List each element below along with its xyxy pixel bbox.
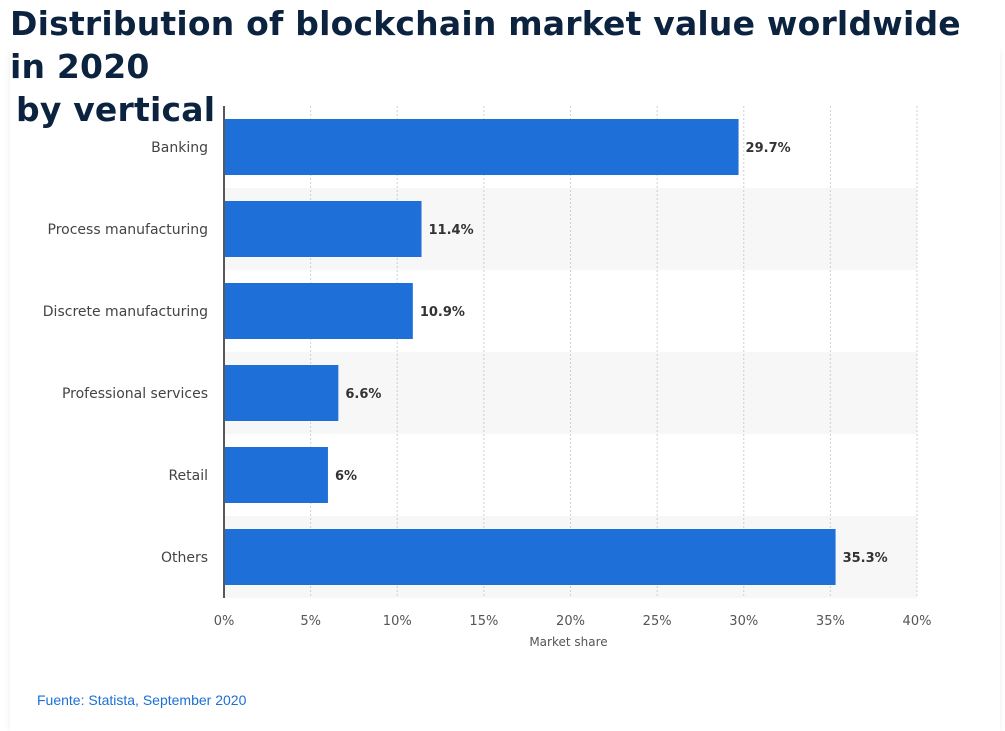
chart-title: Distribution of blockchain market value … <box>10 2 1000 131</box>
bar-banking <box>225 119 739 175</box>
bar-others <box>225 529 836 585</box>
data-label: 10.9% <box>420 305 465 320</box>
x-axis-title: Market share <box>529 635 607 649</box>
source-note[interactable]: Fuente: Statista, September 2020 <box>37 692 247 708</box>
category-label: Professional services <box>62 386 208 402</box>
bar-discrete-manufacturing <box>225 283 413 339</box>
category-label: Discrete manufacturing <box>43 304 208 320</box>
x-tick-label: 30% <box>729 614 758 629</box>
x-tick-label: 15% <box>469 614 498 629</box>
chart-title-line2: by vertical <box>10 88 221 131</box>
data-label: 35.3% <box>843 551 888 566</box>
x-tick-label: 40% <box>903 614 932 629</box>
category-label: Others <box>161 550 208 566</box>
bar-retail <box>225 447 328 503</box>
data-label: 11.4% <box>429 223 474 238</box>
category-label: Retail <box>168 468 208 484</box>
category-label: Banking <box>151 140 208 156</box>
x-tick-label: 35% <box>816 614 845 629</box>
x-tick-label: 10% <box>383 614 412 629</box>
data-label: 29.7% <box>746 141 791 156</box>
x-tick-label: 20% <box>556 614 585 629</box>
chart-title-line1: Distribution of blockchain market value … <box>10 2 1000 88</box>
x-tick-label: 25% <box>643 614 672 629</box>
x-tick-label: 5% <box>300 614 321 629</box>
data-label: 6.6% <box>345 387 381 402</box>
category-label: Process manufacturing <box>48 222 209 238</box>
x-tick-label: 0% <box>214 614 235 629</box>
data-label: 6% <box>335 469 357 484</box>
row-band <box>224 352 917 434</box>
bar-professional-services <box>225 365 339 421</box>
bar-process-manufacturing <box>225 201 422 257</box>
